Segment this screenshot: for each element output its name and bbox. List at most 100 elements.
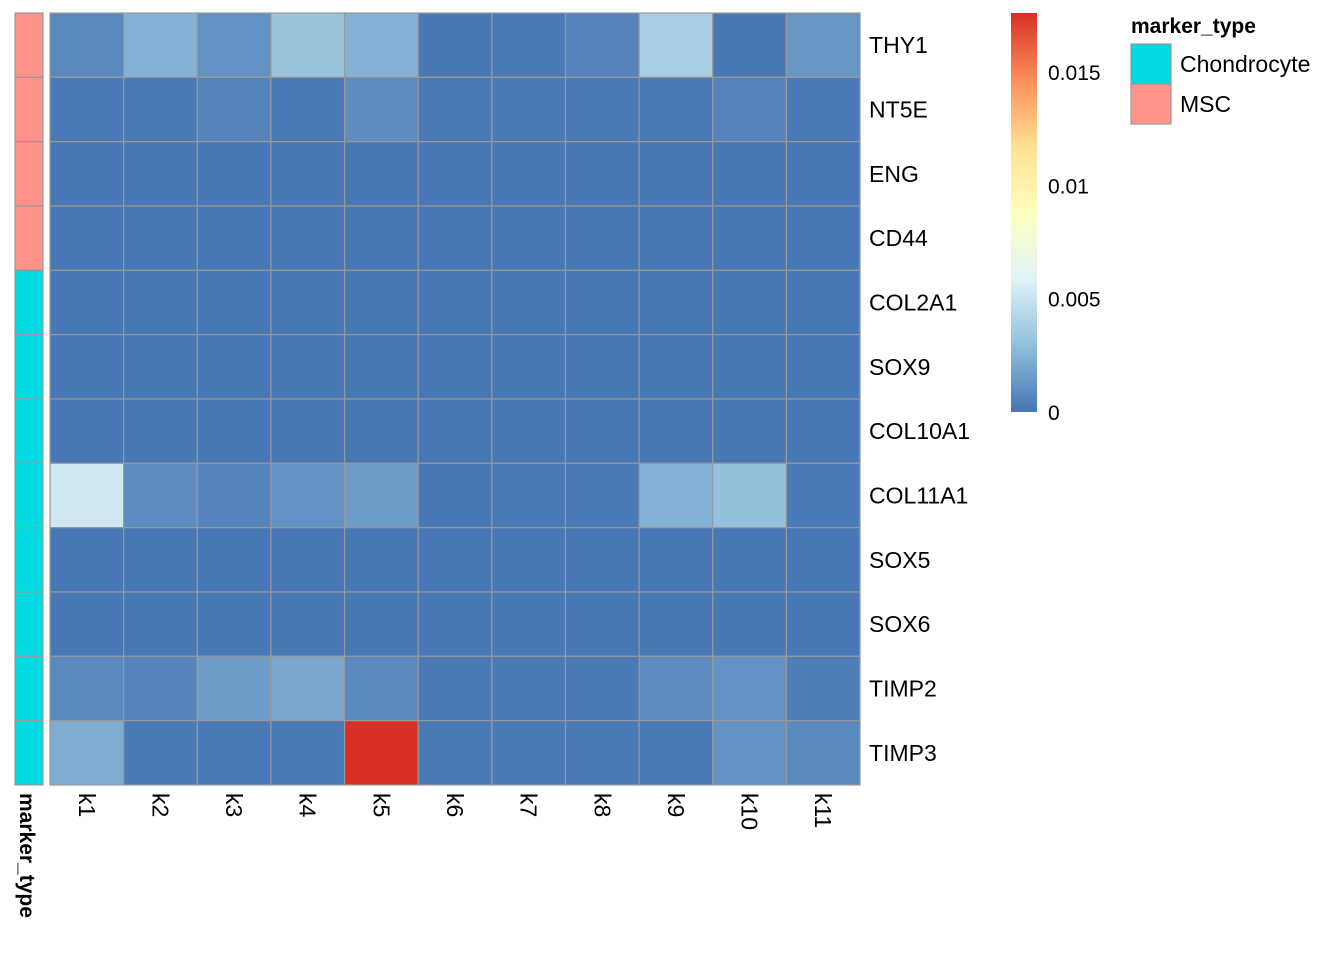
heatmap-cell-cd44-k4 <box>270 205 346 271</box>
heatmap-cell-sox5-k11 <box>785 527 861 593</box>
heatmap-cell-eng-k9 <box>638 141 714 207</box>
heatmap-cell-col11a1-k9 <box>638 462 714 529</box>
heatmap-cell-sox6-k9 <box>638 591 714 657</box>
column-label-k9: k9 <box>663 793 689 817</box>
heatmap-cell-sox6-k5 <box>343 591 419 657</box>
color-scale-tick-label: 0 <box>1048 402 1060 425</box>
heatmap-cell-col2a1-k3 <box>196 269 272 336</box>
row-annotation-bar <box>14 12 44 786</box>
heatmap-cell-sox9-k11 <box>785 334 861 400</box>
heatmap-cell-col11a1-k1 <box>49 462 125 529</box>
annotation-cell-timp3 <box>14 720 44 786</box>
heatmap-cell-col11a1-k5 <box>343 462 419 529</box>
heatmap-cell-sox5-k4 <box>270 527 346 593</box>
heatmap-cell-col10a1-k11 <box>785 398 861 464</box>
column-label-k3: k3 <box>221 793 247 817</box>
heatmap-cell-col10a1-k4 <box>270 398 346 464</box>
heatmap-cell-thy1-k5 <box>343 12 419 78</box>
column-label-k7: k7 <box>516 793 542 817</box>
heatmap-cell-timp3-k10 <box>712 720 788 786</box>
heatmap-cell-eng-k3 <box>196 141 272 207</box>
annotation-legend-label-chondrocyte: Chondrocyte <box>1180 51 1310 77</box>
heatmap-cell-col2a1-k1 <box>49 269 125 336</box>
row-label-col2a1: COL2A1 <box>869 289 957 315</box>
heatmap-cell-timp3-k4 <box>270 720 346 786</box>
heatmap-cells <box>49 12 861 786</box>
heatmap-cell-sox5-k7 <box>491 527 567 593</box>
annotation-legend: marker_type Chondrocyte MSC <box>1130 15 1310 125</box>
heatmap-cell-timp2-k4 <box>270 655 346 722</box>
heatmap-cell-sox9-k4 <box>270 334 346 400</box>
heatmap-cell-thy1-k10 <box>712 12 788 78</box>
heatmap-cell-sox6-k4 <box>270 591 346 657</box>
column-label-k2: k2 <box>147 793 173 817</box>
heatmap-cell-col11a1-k6 <box>417 462 493 529</box>
column-label-k1: k1 <box>74 793 100 817</box>
annotation-legend-label-msc: MSC <box>1180 91 1231 117</box>
heatmap-cell-nt5e-k9 <box>638 76 714 143</box>
heatmap-cell-sox5-k9 <box>638 527 714 593</box>
heatmap-cell-sox9-k3 <box>196 334 272 400</box>
heatmap-cell-timp3-k2 <box>123 720 198 786</box>
heatmap-cell-sox9-k1 <box>49 334 125 400</box>
heatmap-cell-col2a1-k9 <box>638 269 714 336</box>
heatmap-cell-sox6-k2 <box>123 591 198 657</box>
heatmap-cell-col11a1-k11 <box>785 462 861 529</box>
heatmap-cell-cd44-k5 <box>343 205 419 271</box>
heatmap-cell-eng-k6 <box>417 141 493 207</box>
heatmap-cell-nt5e-k4 <box>270 76 346 143</box>
heatmap-cell-eng-k4 <box>270 141 346 207</box>
heatmap-cell-sox5-k5 <box>343 527 419 593</box>
color-scale-tick-label: 0.01 <box>1048 175 1089 198</box>
heatmap-cell-eng-k11 <box>785 141 861 207</box>
heatmap-cell-sox9-k8 <box>564 334 640 400</box>
heatmap-cell-col10a1-k8 <box>564 398 640 464</box>
heatmap-cell-cd44-k9 <box>638 205 714 271</box>
heatmap-cell-eng-k10 <box>712 141 788 207</box>
heatmap-cell-col2a1-k5 <box>343 269 419 336</box>
row-label-sox9: SOX9 <box>869 354 930 380</box>
heatmap-cell-cd44-k1 <box>49 205 125 271</box>
heatmap-cell-col10a1-k6 <box>417 398 493 464</box>
row-label-cd44: CD44 <box>869 225 928 251</box>
heatmap-cell-col10a1-k10 <box>712 398 788 464</box>
heatmap-cell-col10a1-k7 <box>491 398 567 464</box>
heatmap-cell-sox9-k7 <box>491 334 567 400</box>
color-scale-legend: 0 0.005 0.01 0.015 <box>1011 13 1101 425</box>
heatmap-cell-timp3-k7 <box>491 720 567 786</box>
heatmap-cell-nt5e-k10 <box>712 76 788 143</box>
heatmap-cell-timp2-k6 <box>417 655 493 722</box>
column-label-k10: k10 <box>737 793 763 830</box>
heatmap-cell-timp3-k6 <box>417 720 493 786</box>
heatmap-cell-eng-k2 <box>123 141 198 207</box>
heatmap-cell-sox5-k10 <box>712 527 788 593</box>
heatmap-cell-timp2-k11 <box>785 655 861 722</box>
annotation-cell-sox6 <box>14 591 44 657</box>
annotation-cell-col10a1 <box>14 398 44 464</box>
heatmap-cell-col11a1-k2 <box>123 462 198 529</box>
heatmap-cell-nt5e-k7 <box>491 76 567 143</box>
heatmap-cell-timp2-k9 <box>638 655 714 722</box>
heatmap-cell-col2a1-k6 <box>417 269 493 336</box>
row-label-col11a1: COL11A1 <box>869 482 968 508</box>
row-label-thy1: THY1 <box>869 32 928 58</box>
row-label-eng: ENG <box>869 161 919 187</box>
row-label-sox6: SOX6 <box>869 611 930 637</box>
heatmap-cell-nt5e-k3 <box>196 76 272 143</box>
heatmap-cell-timp2-k8 <box>564 655 640 722</box>
row-label-nt5e: NT5E <box>869 96 928 122</box>
heatmap-cell-nt5e-k2 <box>123 76 198 143</box>
heatmap-cell-eng-k7 <box>491 141 567 207</box>
annotation-cell-thy1 <box>14 12 44 78</box>
heatmap-cell-col10a1-k2 <box>123 398 198 464</box>
heatmap-cell-sox5-k2 <box>123 527 198 593</box>
heatmap-cell-timp2-k5 <box>343 655 419 722</box>
annotation-legend-swatch-msc <box>1130 83 1172 125</box>
heatmap-cell-timp2-k2 <box>123 655 198 722</box>
heatmap-cell-timp3-k3 <box>196 720 272 786</box>
heatmap-cell-cd44-k11 <box>785 205 861 271</box>
heatmap-cell-sox5-k6 <box>417 527 493 593</box>
heatmap-cell-timp3-k11 <box>785 720 861 786</box>
heatmap-cell-col10a1-k1 <box>49 398 125 464</box>
